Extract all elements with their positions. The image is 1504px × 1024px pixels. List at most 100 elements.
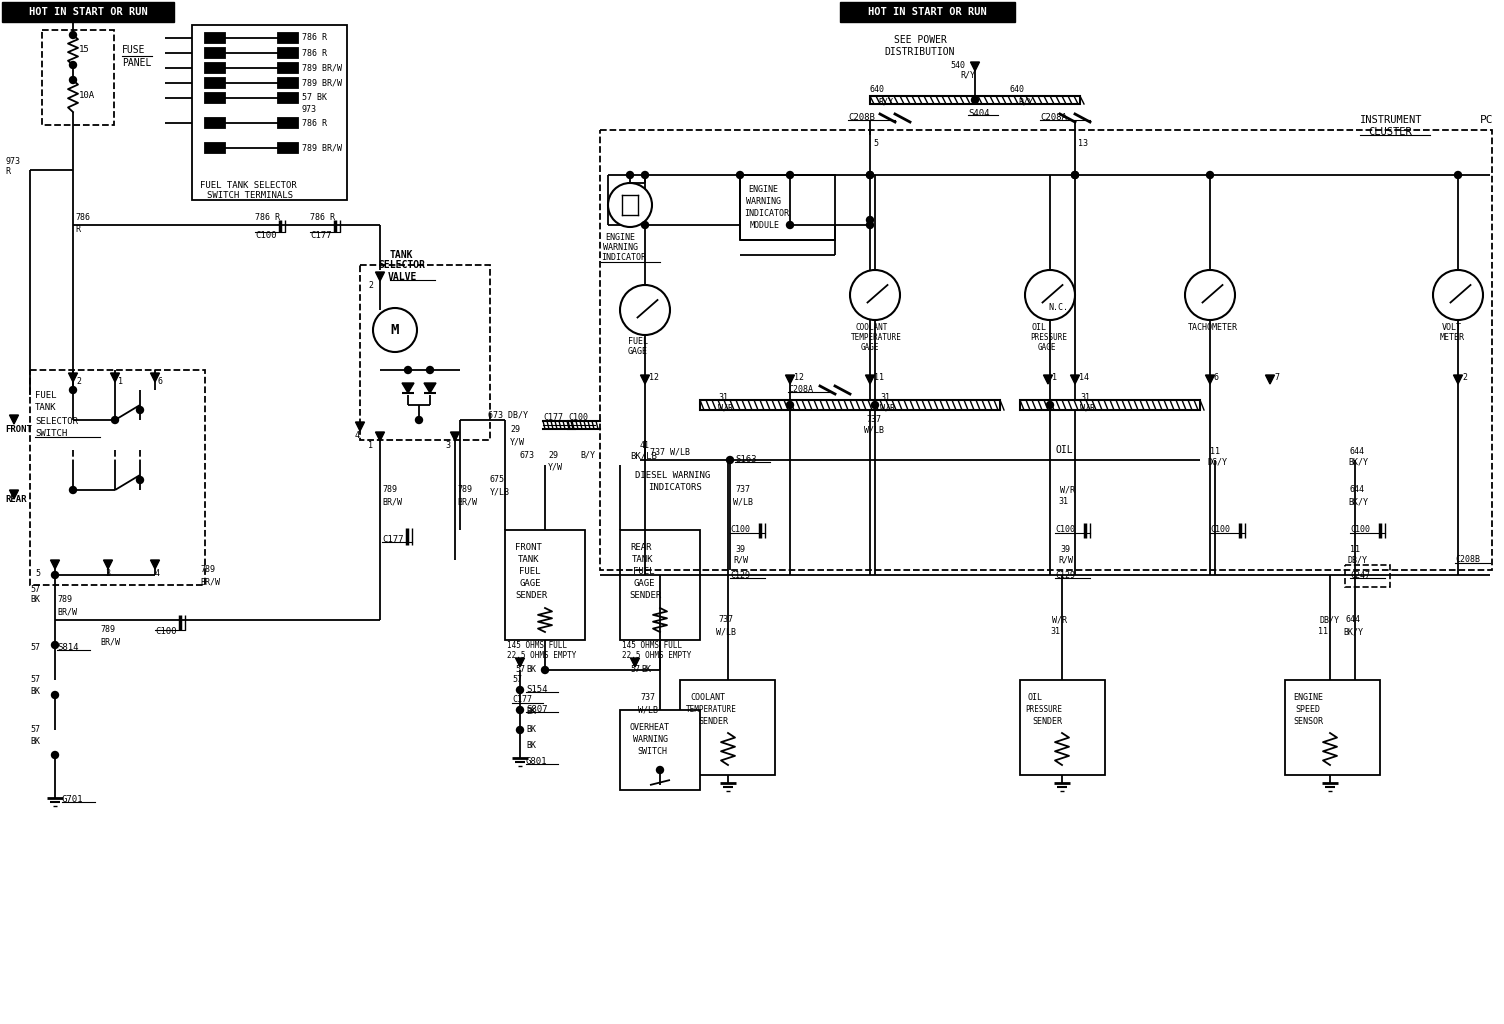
- Circle shape: [850, 270, 899, 319]
- Text: 640: 640: [1011, 85, 1026, 94]
- Polygon shape: [424, 383, 436, 393]
- Text: SPEED: SPEED: [1295, 705, 1321, 714]
- Text: R/Y: R/Y: [1018, 97, 1033, 106]
- Text: SENDER: SENDER: [629, 592, 662, 600]
- Text: 11: 11: [874, 373, 884, 382]
- Bar: [620, 710, 699, 790]
- Text: SELECTOR: SELECTOR: [378, 260, 426, 270]
- Polygon shape: [630, 658, 639, 667]
- Bar: [205, 48, 226, 58]
- Text: OIL: OIL: [1032, 324, 1047, 333]
- Text: FUEL: FUEL: [633, 567, 654, 577]
- Text: C100: C100: [729, 525, 750, 535]
- Text: BK: BK: [526, 740, 535, 750]
- Polygon shape: [1044, 375, 1053, 384]
- Text: 786 R: 786 R: [302, 119, 326, 128]
- Text: M: M: [391, 323, 399, 337]
- Bar: [1284, 680, 1381, 775]
- Bar: [740, 175, 835, 240]
- Bar: [505, 530, 585, 640]
- Circle shape: [51, 752, 59, 759]
- Text: R/W: R/W: [732, 555, 747, 564]
- Polygon shape: [641, 375, 650, 384]
- Text: SENDER: SENDER: [698, 717, 728, 725]
- Circle shape: [737, 171, 743, 178]
- Text: BK: BK: [526, 725, 535, 734]
- Text: R: R: [5, 168, 11, 176]
- Polygon shape: [1206, 375, 1215, 384]
- Text: VOLT: VOLT: [1442, 324, 1462, 333]
- Text: REAR: REAR: [630, 544, 651, 553]
- Text: 540: 540: [951, 60, 966, 70]
- Polygon shape: [376, 272, 385, 281]
- Text: SWITCH: SWITCH: [35, 429, 68, 438]
- Text: FRONT: FRONT: [514, 544, 541, 553]
- Circle shape: [51, 691, 59, 698]
- Text: GAGE: GAGE: [629, 347, 648, 356]
- Bar: [205, 63, 226, 73]
- Text: W/R: W/R: [1060, 485, 1075, 495]
- Text: BK: BK: [30, 687, 41, 696]
- Text: PRESSURE: PRESSURE: [1030, 334, 1066, 342]
- Text: 644: 644: [1345, 615, 1360, 625]
- Text: BR/W: BR/W: [99, 638, 120, 646]
- Text: 145 OHMS FULL: 145 OHMS FULL: [507, 640, 567, 649]
- Text: 1: 1: [368, 440, 373, 450]
- Text: DIESEL WARNING: DIESEL WARNING: [635, 471, 710, 480]
- Text: FUEL: FUEL: [629, 338, 648, 346]
- Bar: [42, 30, 114, 125]
- Text: S404: S404: [969, 109, 990, 118]
- Text: C100: C100: [569, 414, 588, 423]
- Text: FUEL: FUEL: [35, 390, 57, 399]
- Text: C177: C177: [382, 536, 403, 545]
- Text: 789 BR/W: 789 BR/W: [302, 143, 341, 153]
- Text: C100: C100: [1054, 525, 1075, 535]
- Circle shape: [137, 407, 143, 414]
- Bar: [205, 143, 226, 153]
- Polygon shape: [110, 373, 119, 382]
- Circle shape: [866, 171, 874, 178]
- Bar: [278, 78, 298, 88]
- Text: 973: 973: [5, 158, 20, 167]
- Circle shape: [787, 221, 794, 228]
- Bar: [2, 2, 174, 22]
- Polygon shape: [150, 560, 159, 569]
- Text: S163: S163: [735, 456, 757, 465]
- Text: WARNING: WARNING: [603, 244, 638, 253]
- Text: 15: 15: [80, 45, 90, 54]
- Polygon shape: [402, 383, 414, 393]
- Text: S814: S814: [57, 643, 78, 652]
- Text: SENSOR: SENSOR: [1293, 717, 1324, 725]
- Text: TACHOMETER: TACHOMETER: [1188, 324, 1238, 333]
- Circle shape: [620, 285, 669, 335]
- Circle shape: [608, 183, 653, 227]
- Text: C100: C100: [1351, 525, 1370, 535]
- Text: REAR: REAR: [5, 496, 27, 505]
- Text: SEE POWER: SEE POWER: [893, 35, 946, 45]
- Text: FUSE: FUSE: [122, 45, 146, 55]
- Text: HOT IN START OR RUN: HOT IN START OR RUN: [868, 7, 987, 17]
- Text: INSTRUMENT: INSTRUMENT: [1360, 115, 1423, 125]
- Polygon shape: [451, 432, 460, 441]
- Polygon shape: [9, 490, 18, 499]
- Text: 11: 11: [1211, 447, 1220, 457]
- Text: 57: 57: [30, 676, 41, 684]
- Text: 31: 31: [717, 393, 728, 402]
- Text: R/Y: R/Y: [878, 97, 893, 106]
- Text: INDICATORS: INDICATORS: [648, 483, 702, 493]
- Text: S807: S807: [526, 706, 547, 715]
- Text: 789: 789: [57, 596, 72, 604]
- Circle shape: [726, 457, 734, 464]
- Text: 39: 39: [1060, 546, 1069, 555]
- Text: TEMPERATURE: TEMPERATURE: [686, 705, 737, 714]
- Text: 1: 1: [117, 378, 123, 386]
- Text: W/R: W/R: [1080, 403, 1095, 413]
- Text: SENDER: SENDER: [514, 592, 547, 600]
- Text: METER: METER: [1439, 334, 1465, 342]
- Text: PC: PC: [1480, 115, 1493, 125]
- Text: 737: 737: [866, 416, 881, 425]
- Bar: [1345, 565, 1390, 587]
- Text: TANK: TANK: [517, 555, 540, 564]
- Text: 10A: 10A: [80, 91, 95, 100]
- Text: OIL: OIL: [1054, 445, 1072, 455]
